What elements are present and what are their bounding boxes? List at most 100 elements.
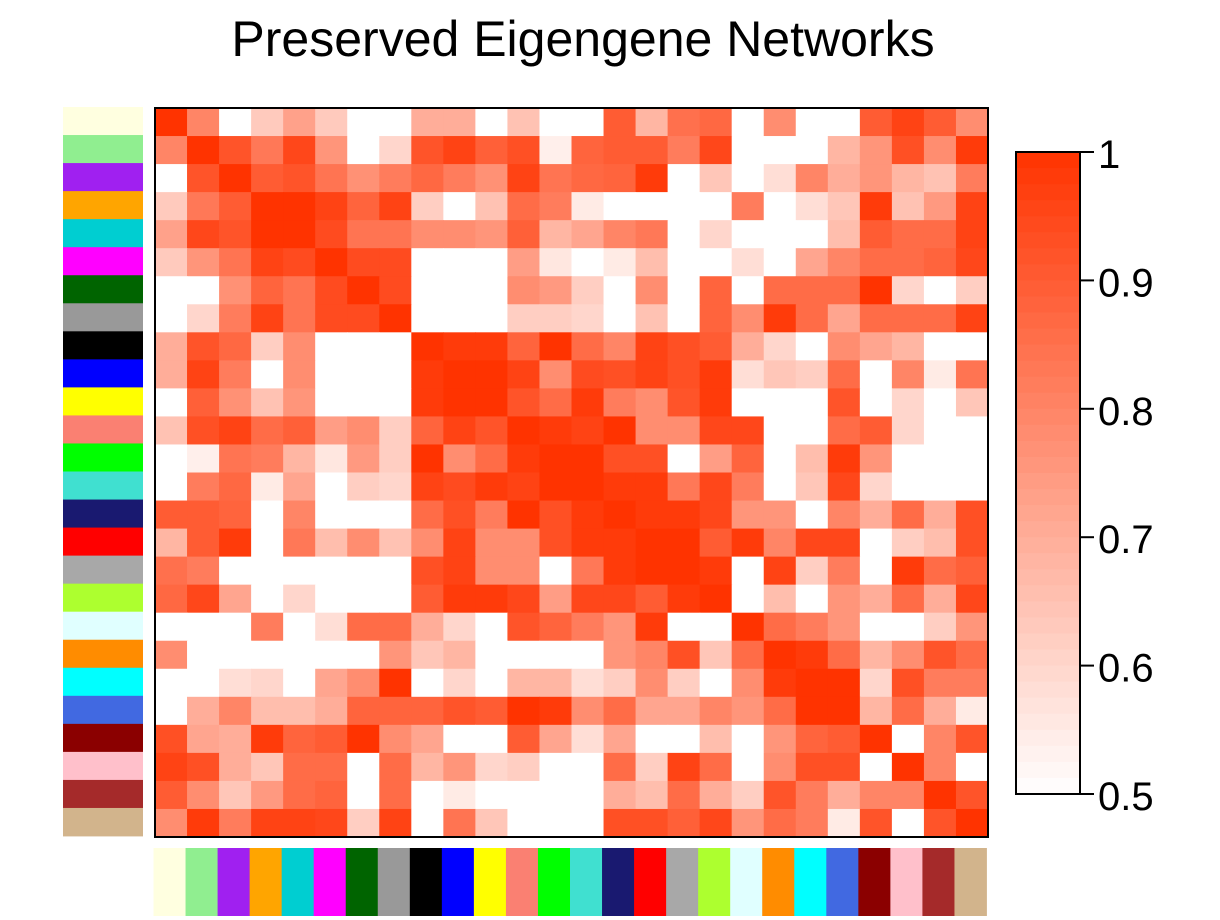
legend-gradient-step <box>1016 537 1080 554</box>
heatmap-cell <box>283 304 316 333</box>
heatmap-cell <box>219 696 252 726</box>
heatmap-cell <box>603 360 637 389</box>
heatmap-cell <box>859 472 893 502</box>
heatmap-cell <box>571 696 605 726</box>
heatmap-cell <box>379 248 412 277</box>
row-module-swatch <box>63 695 143 725</box>
heatmap-cell <box>379 808 412 838</box>
heatmap-cell <box>347 248 380 277</box>
heatmap-cell <box>571 164 605 193</box>
row-module-swatch <box>63 667 143 697</box>
heatmap-cell <box>347 332 380 361</box>
column-module-swatch <box>826 848 859 916</box>
heatmap-cell <box>411 444 444 474</box>
heatmap-cell <box>315 500 348 530</box>
row-module-swatch <box>63 443 143 472</box>
heatmap-cell <box>859 164 893 193</box>
heatmap-cell <box>731 696 765 726</box>
heatmap-cell <box>219 500 252 530</box>
legend-gradient-step <box>1016 152 1080 169</box>
heatmap-cell <box>475 136 509 165</box>
column-module-swatch <box>858 848 891 916</box>
heatmap-cell <box>859 136 893 165</box>
heatmap-cell <box>155 500 188 530</box>
heatmap-cell <box>251 612 284 642</box>
heatmap-cell <box>635 444 669 474</box>
heatmap-cell <box>187 220 220 249</box>
heatmap-cell <box>955 276 989 305</box>
heatmap-cell <box>475 388 509 418</box>
heatmap-cell <box>859 584 893 614</box>
heatmap-cell <box>507 584 541 614</box>
heatmap-cell <box>219 444 252 474</box>
heatmap-cell <box>475 360 509 389</box>
heatmap-cell <box>315 248 348 277</box>
heatmap-cell <box>603 416 637 446</box>
heatmap-cell <box>507 164 541 193</box>
heatmap-cell <box>955 108 989 137</box>
heatmap-cell <box>827 724 861 754</box>
column-module-swatch <box>441 848 475 916</box>
heatmap-cell <box>827 136 861 165</box>
heatmap-cell <box>955 388 989 418</box>
heatmap-cell <box>955 164 989 193</box>
heatmap-cell <box>539 668 573 698</box>
heatmap-cell <box>827 304 861 333</box>
heatmap-cell <box>699 136 733 165</box>
heatmap-cell <box>891 192 925 221</box>
heatmap-cell <box>411 752 444 782</box>
heatmap-cell <box>251 640 284 670</box>
heatmap-cell <box>571 276 605 305</box>
heatmap-cell <box>955 780 989 810</box>
heatmap-cell <box>155 108 188 137</box>
plot-frame <box>154 107 989 838</box>
heatmap-cell <box>571 136 605 165</box>
heatmap-cell <box>155 584 188 614</box>
heatmap-cell <box>219 640 252 670</box>
heatmap-cell <box>827 220 861 249</box>
heatmap-cell <box>379 556 412 586</box>
heatmap-cell <box>891 612 925 642</box>
heatmap-cell <box>667 528 701 558</box>
heatmap-cell <box>731 668 765 698</box>
heatmap-cell <box>603 444 637 474</box>
heatmap-cell <box>667 276 701 305</box>
heatmap-cell <box>347 500 380 530</box>
heatmap-cell <box>763 360 797 389</box>
heatmap-cell <box>635 192 669 221</box>
legend-tick-label: 0.9 <box>1098 261 1154 305</box>
heatmap-cell <box>379 276 412 305</box>
heatmap-cell <box>699 724 733 754</box>
heatmap-cell <box>539 556 573 586</box>
heatmap-cell <box>347 612 380 642</box>
heatmap-cell <box>859 780 893 810</box>
legend-tick-label: 0.5 <box>1098 775 1154 819</box>
heatmap-cell <box>827 696 861 726</box>
heatmap-cell <box>187 640 220 670</box>
heatmap-cell <box>347 136 380 165</box>
heatmap-cell <box>635 640 669 670</box>
legend-gradient-step <box>1016 665 1080 683</box>
heatmap-cell <box>315 416 348 446</box>
row-module-swatch <box>63 107 143 136</box>
heatmap-cell <box>219 276 252 305</box>
heatmap-cell <box>827 556 861 586</box>
heatmap-cell <box>699 612 733 642</box>
heatmap-cell <box>347 696 380 726</box>
heatmap-cell <box>347 668 380 698</box>
heatmap-cell <box>539 752 573 782</box>
heatmap-cell <box>443 584 476 614</box>
heatmap-cell <box>763 500 797 530</box>
column-module-swatch <box>409 848 443 916</box>
heatmap-cell <box>635 164 669 193</box>
heatmap-cell <box>411 416 444 446</box>
heatmap-cell <box>923 472 957 502</box>
heatmap-cell <box>923 192 957 221</box>
heatmap-cell <box>763 472 797 502</box>
heatmap-cell <box>251 416 284 446</box>
heatmap-cell <box>795 668 829 698</box>
heatmap-cell <box>795 556 829 586</box>
heatmap-cell <box>923 360 957 389</box>
heatmap-cell <box>283 360 316 389</box>
heatmap-cell <box>219 528 252 558</box>
